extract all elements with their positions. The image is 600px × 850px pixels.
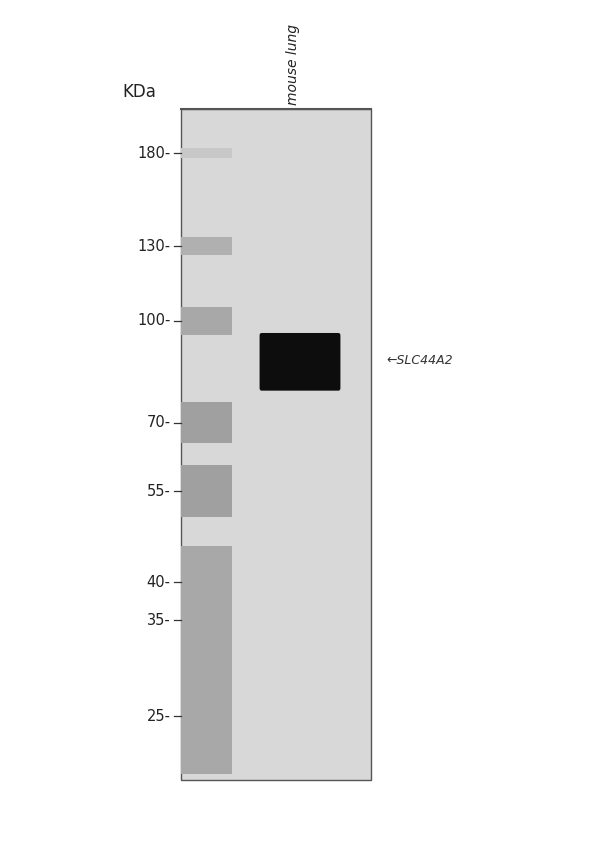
- Text: KDa: KDa: [122, 82, 157, 101]
- Bar: [181, 580, 232, 661]
- Bar: [181, 402, 232, 443]
- Bar: [181, 659, 232, 774]
- Text: 40-: 40-: [146, 575, 170, 590]
- Bar: [181, 237, 232, 255]
- Text: 130-: 130-: [137, 239, 170, 253]
- Text: 100-: 100-: [137, 314, 170, 328]
- Bar: [181, 466, 232, 518]
- Bar: [181, 109, 371, 780]
- Bar: [181, 307, 232, 335]
- Text: 70-: 70-: [146, 415, 170, 430]
- Text: ←SLC44A2: ←SLC44A2: [386, 354, 453, 367]
- Text: mouse lung: mouse lung: [286, 24, 300, 105]
- Text: 180-: 180-: [137, 145, 170, 161]
- Text: 25-: 25-: [146, 709, 170, 724]
- FancyBboxPatch shape: [260, 333, 340, 391]
- Text: 35-: 35-: [146, 613, 170, 628]
- Text: 55-: 55-: [146, 484, 170, 499]
- Bar: [181, 149, 232, 158]
- Bar: [181, 547, 232, 618]
